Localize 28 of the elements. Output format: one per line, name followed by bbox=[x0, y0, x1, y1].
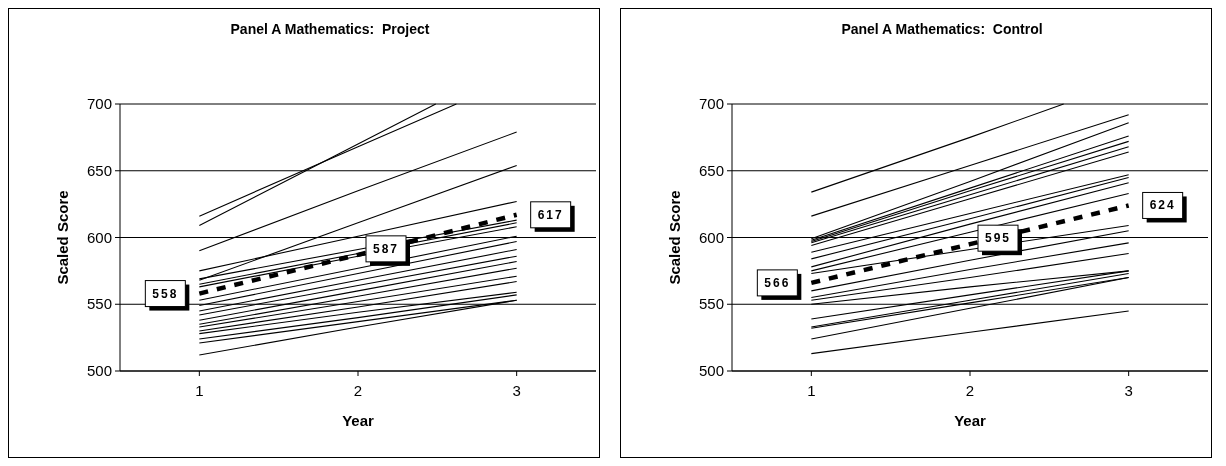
x-tick-label: 2 bbox=[353, 382, 363, 399]
x-tick-label: 3 bbox=[1124, 382, 1133, 399]
x-tick-label: 1 bbox=[807, 382, 816, 399]
x-axis-title: Year bbox=[342, 412, 375, 429]
data-label: 566 bbox=[764, 275, 791, 290]
y-axis-title: Scaled Score bbox=[54, 190, 71, 285]
chart-title: Panel A Mathematics: Project bbox=[230, 21, 430, 37]
x-tick-label: 2 bbox=[965, 382, 975, 399]
x-axis-title: Year bbox=[954, 412, 987, 429]
data-label: 595 bbox=[984, 231, 1012, 246]
data-label: 587 bbox=[372, 241, 400, 256]
y-tick-label: 600 bbox=[698, 228, 724, 246]
data-label: 558 bbox=[152, 286, 179, 301]
y-tick-label: 600 bbox=[86, 228, 112, 246]
y-tick-label: 550 bbox=[698, 295, 724, 313]
data-label: 624 bbox=[1149, 198, 1176, 213]
y-tick-label: 650 bbox=[698, 161, 724, 179]
y-tick-label: 500 bbox=[86, 362, 112, 379]
y-tick-label: 500 bbox=[698, 362, 724, 379]
y-tick-label: 650 bbox=[86, 161, 112, 179]
y-tick-label: 550 bbox=[86, 295, 112, 313]
x-tick-label: 1 bbox=[195, 382, 204, 399]
x-tick-label: 3 bbox=[512, 382, 521, 399]
chart-title: Panel A Mathematics: Control bbox=[841, 21, 1043, 37]
data-label: 617 bbox=[537, 207, 564, 222]
y-tick-label: 700 bbox=[698, 95, 724, 112]
y-axis-title: Scaled Score bbox=[666, 190, 683, 285]
y-tick-label: 700 bbox=[86, 95, 112, 112]
